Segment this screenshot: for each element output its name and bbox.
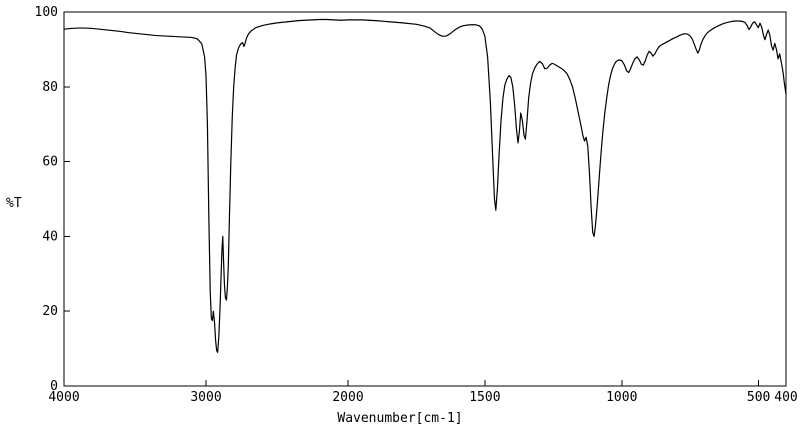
- x-axis-label: Wavenumber[cm-1]: [337, 411, 463, 426]
- y-tick-label: 0: [50, 379, 58, 394]
- y-tick-label: 80: [42, 80, 58, 95]
- y-axis-label: %T: [6, 196, 22, 211]
- plot-frame: [63, 11, 787, 387]
- x-tick-label: 400: [774, 390, 797, 405]
- y-tick-label: 100: [35, 5, 58, 20]
- spectrum-trace: [63, 18, 787, 353]
- y-tick-label: 40: [42, 229, 58, 244]
- x-tick-label: 500: [747, 390, 770, 405]
- x-tick-label: 1000: [606, 390, 637, 405]
- x-tick-label: 1500: [469, 390, 500, 405]
- y-tick-label: 60: [42, 155, 58, 170]
- x-tick-label: 3000: [190, 390, 221, 405]
- x-tick-label: 2000: [332, 390, 363, 405]
- x-tick-label: 4000: [48, 390, 79, 405]
- y-tick-label: 20: [42, 304, 58, 319]
